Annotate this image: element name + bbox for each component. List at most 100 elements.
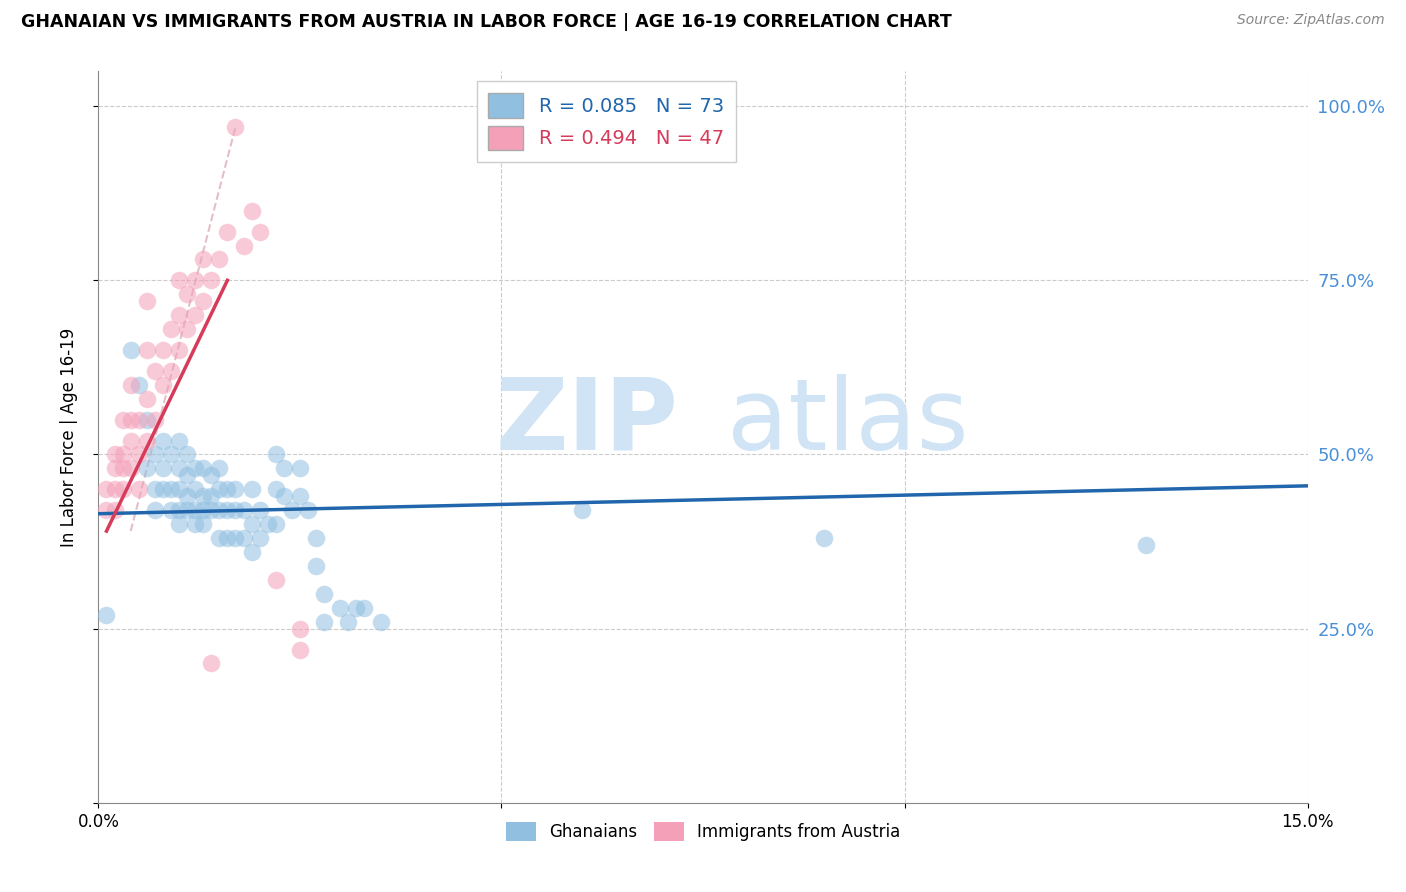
Point	[200, 273, 222, 287]
Point	[224, 120, 246, 134]
Point	[120, 377, 142, 392]
Point	[264, 448, 287, 462]
Point	[167, 461, 190, 475]
Point	[103, 483, 125, 497]
Point	[305, 531, 328, 545]
Point	[103, 503, 125, 517]
Point	[200, 657, 222, 671]
Point	[193, 489, 215, 503]
Point	[128, 412, 150, 426]
Point	[193, 294, 215, 309]
Point	[249, 531, 271, 545]
Point	[208, 483, 231, 497]
Point	[184, 503, 207, 517]
Point	[176, 468, 198, 483]
Point	[167, 517, 190, 532]
Point	[176, 503, 198, 517]
Point	[167, 503, 190, 517]
Point	[224, 531, 246, 545]
Point	[337, 615, 360, 629]
Text: GHANAIAN VS IMMIGRANTS FROM AUSTRIA IN LABOR FORCE | AGE 16-19 CORRELATION CHART: GHANAIAN VS IMMIGRANTS FROM AUSTRIA IN L…	[21, 13, 952, 31]
Point	[111, 483, 134, 497]
Point	[232, 503, 254, 517]
Point	[167, 434, 190, 448]
Point	[160, 503, 183, 517]
Point	[264, 517, 287, 532]
Point	[167, 308, 190, 322]
Point	[184, 461, 207, 475]
Point	[184, 483, 207, 497]
Point	[297, 503, 319, 517]
Point	[152, 343, 174, 357]
Text: Source: ZipAtlas.com: Source: ZipAtlas.com	[1237, 13, 1385, 28]
Point	[281, 503, 304, 517]
Legend: Ghanaians, Immigrants from Austria: Ghanaians, Immigrants from Austria	[498, 814, 908, 849]
Point	[135, 434, 157, 448]
Point	[96, 483, 118, 497]
Point	[208, 503, 231, 517]
Point	[135, 461, 157, 475]
Point	[288, 622, 311, 636]
Point	[176, 489, 198, 503]
Point	[288, 642, 311, 657]
Point	[370, 615, 392, 629]
Point	[143, 448, 166, 462]
Point	[208, 252, 231, 267]
Point	[305, 558, 328, 573]
Text: atlas: atlas	[727, 374, 969, 471]
Point	[167, 483, 190, 497]
Point	[184, 517, 207, 532]
Point	[176, 287, 198, 301]
Point	[273, 461, 295, 475]
Point	[217, 225, 239, 239]
Point	[176, 448, 198, 462]
Point	[1135, 538, 1157, 552]
Point	[240, 517, 263, 532]
Point	[128, 448, 150, 462]
Point	[232, 238, 254, 252]
Point	[240, 203, 263, 218]
Point	[167, 273, 190, 287]
Point	[208, 531, 231, 545]
Point	[135, 392, 157, 406]
Point	[193, 252, 215, 267]
Y-axis label: In Labor Force | Age 16-19: In Labor Force | Age 16-19	[59, 327, 77, 547]
Point	[160, 483, 183, 497]
Point	[193, 461, 215, 475]
Point	[200, 503, 222, 517]
Point	[128, 377, 150, 392]
Point	[273, 489, 295, 503]
Point	[813, 531, 835, 545]
Point	[184, 273, 207, 287]
Point	[120, 434, 142, 448]
Point	[329, 600, 352, 615]
Point	[160, 322, 183, 336]
Point	[135, 343, 157, 357]
Point	[135, 294, 157, 309]
Point	[249, 225, 271, 239]
Point	[264, 573, 287, 587]
Point	[143, 483, 166, 497]
Point	[264, 483, 287, 497]
Point	[288, 489, 311, 503]
Point	[193, 503, 215, 517]
Point	[193, 517, 215, 532]
Point	[217, 503, 239, 517]
Point	[120, 461, 142, 475]
Text: ZIP: ZIP	[496, 374, 679, 471]
Point	[111, 461, 134, 475]
Point	[571, 503, 593, 517]
Point	[143, 364, 166, 378]
Point	[232, 531, 254, 545]
Point	[344, 600, 367, 615]
Point	[143, 412, 166, 426]
Point	[167, 343, 190, 357]
Point	[249, 503, 271, 517]
Point	[353, 600, 375, 615]
Point	[224, 483, 246, 497]
Point	[120, 412, 142, 426]
Point	[96, 607, 118, 622]
Point	[240, 545, 263, 559]
Point	[256, 517, 278, 532]
Point	[314, 587, 336, 601]
